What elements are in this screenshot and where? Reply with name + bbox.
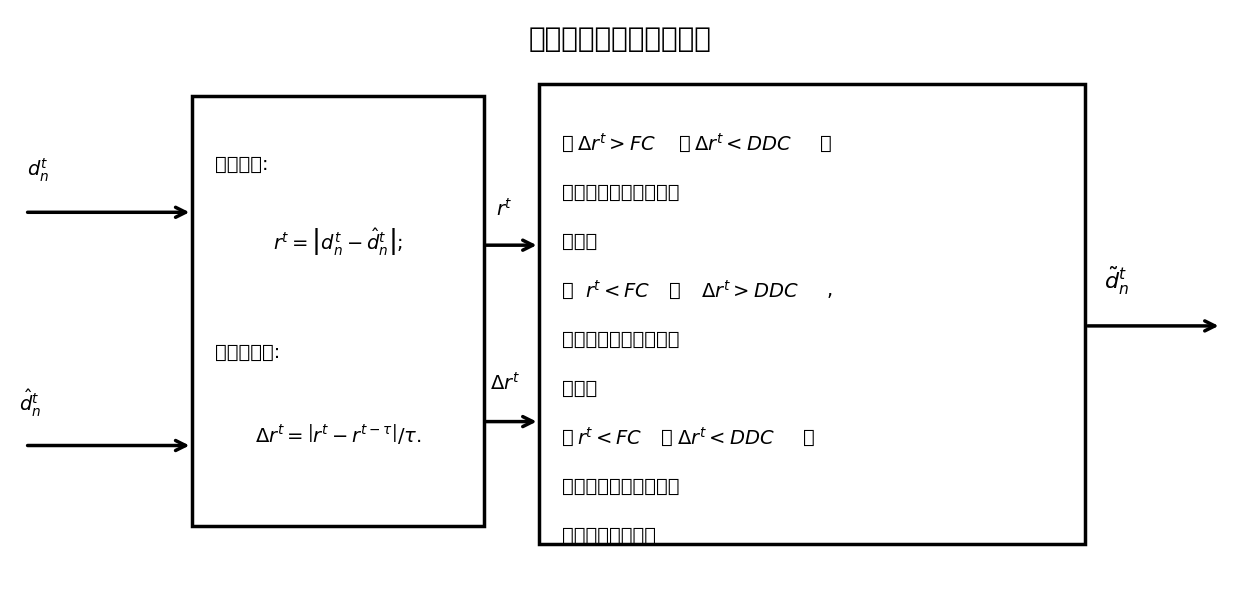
Text: $\hat{d}_n^t$: $\hat{d}_n^t$ [19, 388, 41, 419]
Text: $\Delta r^t = \left|r^t - r^{t-\tau}\right| / \tau.$: $\Delta r^t = \left|r^t - r^{t-\tau}\rig… [254, 422, 422, 446]
Text: $\Delta r^t > FC$: $\Delta r^t > FC$ [577, 133, 656, 154]
Text: ，: ， [820, 134, 832, 153]
Text: $r^t < FC$: $r^t < FC$ [585, 280, 651, 301]
Bar [539, 84, 1085, 544]
Text: $r^t < FC$: $r^t < FC$ [577, 427, 642, 448]
Text: 输出；: 输出； [562, 232, 596, 251]
Text: 且: 且 [661, 428, 673, 447]
Text: $\Delta r^t > DDC$: $\Delta r^t > DDC$ [701, 280, 799, 301]
Text: ，: ， [802, 428, 815, 447]
Text: 根据偏置故障重构方法: 根据偏置故障重构方法 [562, 183, 680, 202]
Text: $d_n^t$: $d_n^t$ [27, 157, 50, 184]
Text: 无故障发生，输出值等: 无故障发生，输出值等 [562, 477, 680, 496]
Text: 若: 若 [562, 428, 573, 447]
Text: 预测残差:: 预测残差: [215, 155, 268, 174]
Text: 输出；: 输出； [562, 379, 596, 398]
Text: $\tilde{d}_n^t$: $\tilde{d}_n^t$ [1104, 265, 1128, 297]
Text: 且: 且 [670, 281, 693, 300]
Text: 若: 若 [562, 134, 573, 153]
Text: 若: 若 [562, 281, 580, 300]
Text: 残差变化率:: 残差变化率: [215, 343, 280, 362]
Text: $\Delta r^t < DDC$: $\Delta r^t < DDC$ [694, 133, 791, 154]
Text: $r^t$: $r^t$ [496, 199, 512, 220]
Text: $\Delta r^t < DDC$: $\Delta r^t < DDC$ [677, 427, 774, 448]
Text: 根据漂移故障重构方法: 根据漂移故障重构方法 [562, 330, 680, 349]
Text: 且: 且 [678, 134, 691, 153]
Text: 故障诊断和信号重构模块: 故障诊断和信号重构模块 [528, 25, 712, 53]
Text: $\Delta r^t$: $\Delta r^t$ [490, 372, 520, 393]
Text: ,: , [827, 281, 833, 300]
Bar [192, 96, 484, 526]
Text: 于传感器测量值。: 于传感器测量值。 [562, 526, 656, 545]
Text: $r^t = \left|d_n^t - \hat{d}_n^t\right|;$: $r^t = \left|d_n^t - \hat{d}_n^t\right|;… [273, 227, 403, 258]
